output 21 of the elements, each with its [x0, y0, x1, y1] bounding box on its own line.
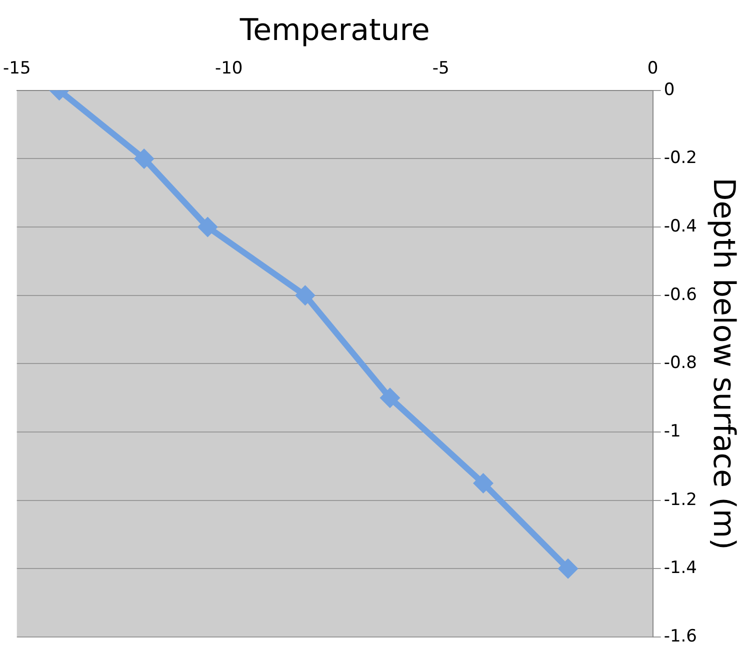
x-axis-title: Temperature	[238, 12, 430, 48]
x-tick-label: -5	[432, 58, 450, 79]
point	[380, 388, 399, 407]
point	[135, 150, 154, 168]
y-tick-label: 0	[664, 80, 675, 100]
y-tick-label: -0.8	[664, 353, 697, 374]
point	[474, 474, 492, 492]
point	[198, 218, 217, 236]
x-tick-label: -10	[214, 58, 243, 79]
y-axis-title: Depth below surface (m)	[706, 178, 742, 550]
y-tick-label: -0.6	[664, 284, 697, 305]
x-tick-label: -15	[2, 58, 31, 79]
point	[296, 286, 314, 304]
point	[559, 560, 578, 578]
y-tick-label: -1	[664, 421, 681, 442]
y-tick-label: -1.4	[664, 558, 697, 578]
y-tick-label: -1.6	[664, 626, 697, 646]
y-tick-label: -0.4	[664, 216, 697, 236]
y-tick-label: -0.2	[664, 148, 697, 168]
x-tick-label: 0	[647, 58, 658, 79]
y-tick-label: -1.2	[664, 490, 697, 510]
